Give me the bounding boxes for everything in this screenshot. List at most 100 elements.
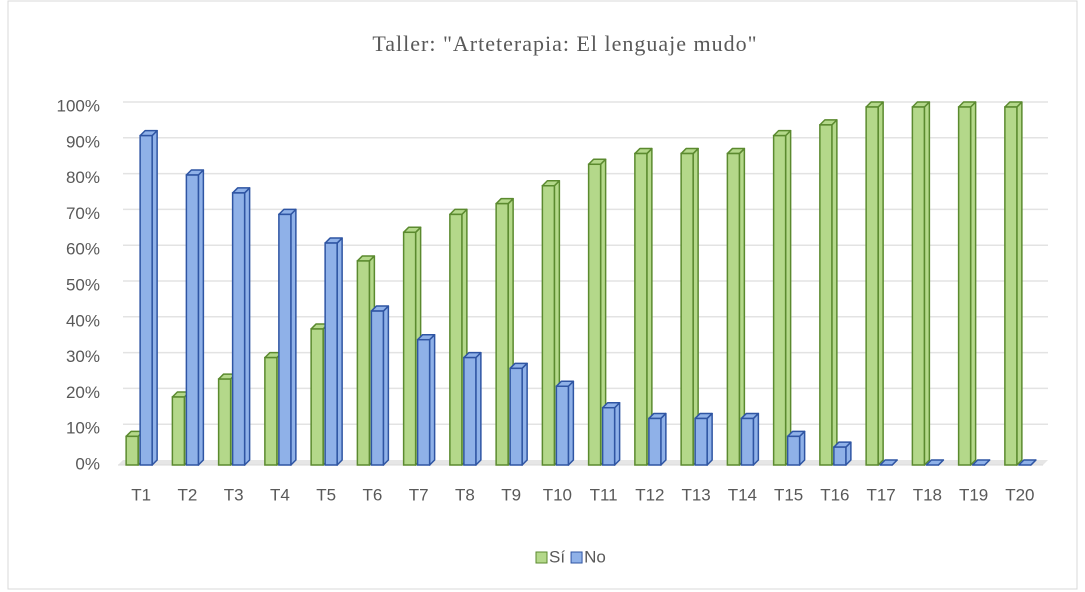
bar-top: [879, 459, 898, 466]
bar: [278, 208, 297, 466]
floor: [118, 460, 1048, 465]
bar: [833, 441, 852, 466]
bar: [740, 412, 760, 466]
bar: [772, 129, 792, 466]
y-tick-label: 20%: [66, 383, 100, 402]
y-tick-label: 100%: [57, 96, 100, 115]
x-tick-label: T4: [270, 485, 290, 504]
bar: [694, 412, 713, 466]
bar-front: [1004, 106, 1018, 466]
bar: [865, 101, 884, 466]
bar-front: [185, 174, 200, 466]
bar-front: [310, 328, 324, 466]
bar-front: [833, 446, 847, 466]
bar-front: [819, 124, 833, 466]
x-tick-label: T14: [728, 485, 757, 504]
bar-front: [587, 163, 602, 466]
y-tick-label: 0%: [75, 454, 100, 473]
x-tick-label: T9: [501, 485, 521, 504]
bar: [1004, 101, 1023, 466]
bar-front: [634, 152, 648, 466]
bar-front: [449, 213, 463, 466]
bar: [231, 187, 251, 466]
bar: [555, 380, 575, 466]
bar: [463, 351, 482, 466]
bar-front: [957, 106, 972, 466]
bar-front: [324, 242, 338, 466]
bar-front: [680, 152, 694, 466]
x-tick-label: T6: [362, 485, 382, 504]
bar: [957, 101, 977, 466]
x-tick-label: T3: [224, 485, 244, 504]
bar-front: [370, 310, 385, 466]
bar: [541, 180, 561, 466]
bar-front: [402, 231, 417, 466]
bar-front: [648, 417, 662, 466]
x-tick-label: T13: [681, 485, 710, 504]
x-tick-label: T18: [913, 485, 942, 504]
bar: [139, 129, 158, 466]
bar-top: [1018, 459, 1037, 466]
bar-front: [786, 435, 801, 466]
x-tick-label: T11: [590, 485, 618, 504]
bar-front: [139, 134, 153, 466]
x-tick-label: T17: [866, 485, 895, 504]
y-tick-label: 80%: [66, 168, 100, 187]
bar-front: [463, 356, 477, 466]
bar-front: [495, 202, 509, 466]
bar: [324, 237, 343, 466]
bar: [726, 147, 746, 466]
x-tick-label: T10: [543, 485, 572, 504]
bar: [819, 119, 838, 466]
bar-front: [125, 435, 139, 466]
bar: [185, 169, 205, 466]
bar-front: [772, 134, 787, 466]
bar: [786, 430, 806, 466]
bar: [416, 333, 436, 466]
y-tick-label: 70%: [66, 204, 100, 223]
y-tick-label: 10%: [66, 419, 100, 438]
bar-front: [541, 185, 556, 466]
bar: [634, 147, 653, 466]
y-tick-label: 30%: [66, 347, 100, 366]
bar: [370, 305, 390, 466]
chart-title: Taller: "Arteterapia: El lenguaje mudo": [372, 31, 757, 56]
x-tick-label: T5: [316, 485, 336, 504]
bar: [587, 158, 607, 466]
bar-front: [264, 356, 278, 466]
bar: [879, 459, 898, 466]
x-tick-label: T16: [820, 485, 849, 504]
bar-front: [694, 417, 708, 466]
legend-swatch: [535, 551, 548, 564]
bar-front: [171, 396, 186, 466]
bar: [601, 401, 621, 466]
x-tick-label: T20: [1005, 485, 1034, 504]
x-tick-label: T7: [409, 485, 429, 504]
y-tick-label: 90%: [66, 132, 100, 151]
y-tick-label: 40%: [66, 311, 100, 330]
bar: [648, 412, 667, 466]
legend-label: No: [584, 547, 606, 566]
bar-front: [217, 378, 232, 466]
bar-front: [726, 152, 741, 466]
x-tick-label: T15: [774, 485, 803, 504]
bar-front: [555, 385, 570, 466]
bar-front: [231, 192, 246, 466]
bar-front: [601, 406, 616, 466]
x-tick-label: T1: [131, 485, 151, 504]
x-tick-label: T8: [455, 485, 475, 504]
bar-top: [925, 459, 945, 466]
bar-front: [509, 367, 523, 466]
bar: [911, 101, 931, 466]
bar-top: [971, 459, 991, 466]
legend-swatch: [570, 551, 583, 564]
bar: [971, 459, 991, 466]
bar: [680, 147, 699, 466]
legend-label: Sí: [549, 547, 565, 566]
bar: [925, 459, 945, 466]
bar: [1018, 459, 1037, 466]
bar-front: [740, 417, 755, 466]
bar-front: [416, 338, 431, 466]
y-tick-label: 60%: [66, 240, 100, 259]
